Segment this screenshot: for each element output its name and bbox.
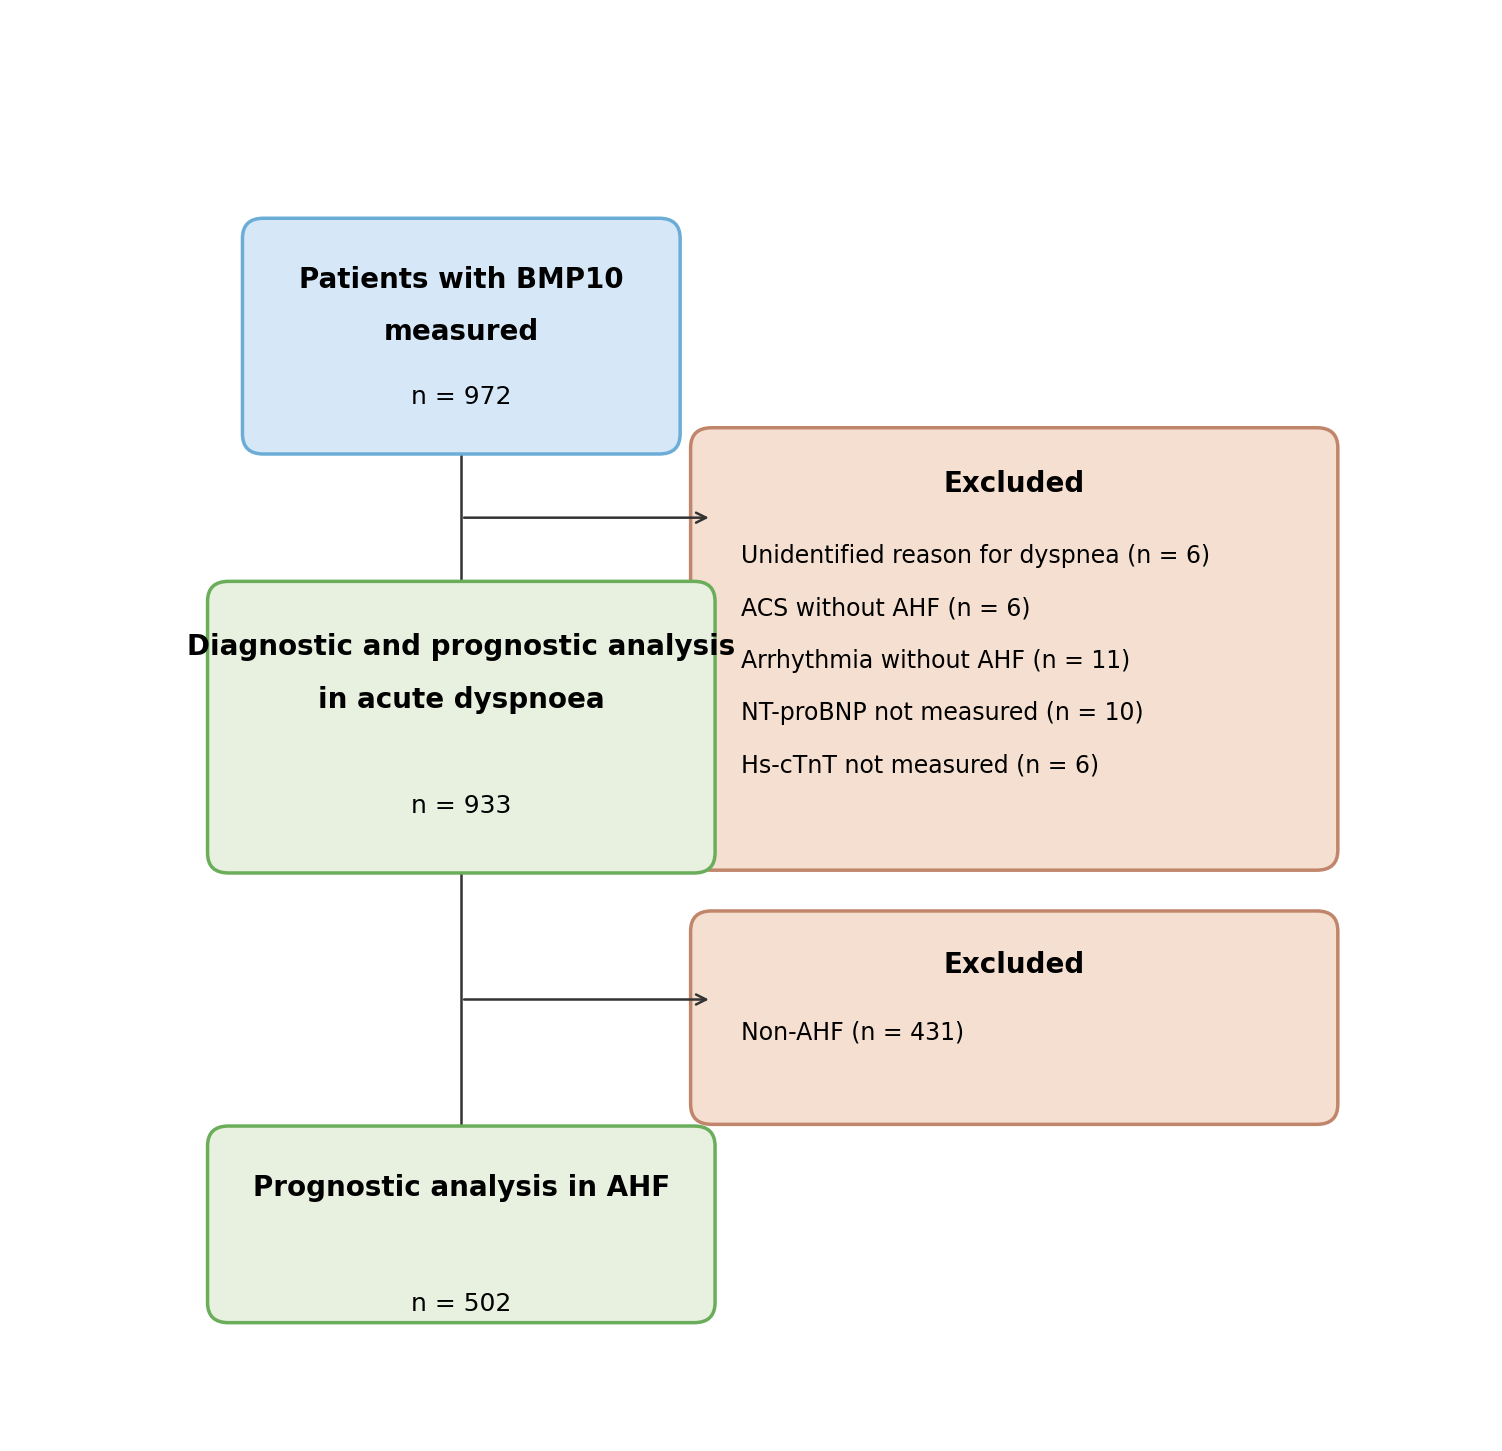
Text: Non-AHF (n = 431): Non-AHF (n = 431) (740, 1020, 964, 1045)
Text: Arrhythmia without AHF (n = 11): Arrhythmia without AHF (n = 11) (740, 649, 1130, 673)
Text: ACS without AHF (n = 6): ACS without AHF (n = 6) (740, 596, 1030, 620)
FancyBboxPatch shape (207, 582, 715, 874)
Text: Hs-cTnT not measured (n = 6): Hs-cTnT not measured (n = 6) (740, 753, 1099, 778)
Text: Prognostic analysis in AHF: Prognostic analysis in AHF (252, 1174, 670, 1201)
Text: in acute dyspnoea: in acute dyspnoea (318, 686, 605, 714)
Text: Excluded: Excluded (943, 952, 1084, 979)
FancyBboxPatch shape (207, 1126, 715, 1323)
FancyBboxPatch shape (691, 428, 1338, 871)
Text: Patients with BMP10: Patients with BMP10 (299, 267, 623, 295)
Text: n = 502: n = 502 (412, 1291, 512, 1316)
FancyBboxPatch shape (242, 218, 680, 454)
Text: Excluded: Excluded (943, 470, 1084, 498)
FancyBboxPatch shape (691, 911, 1338, 1125)
Text: NT-proBNP not measured (n = 10): NT-proBNP not measured (n = 10) (740, 701, 1143, 726)
Text: Diagnostic and prognostic analysis: Diagnostic and prognostic analysis (188, 633, 736, 660)
Text: Unidentified reason for dyspnea (n = 6): Unidentified reason for dyspnea (n = 6) (740, 544, 1209, 567)
Text: n = 972: n = 972 (412, 385, 512, 409)
Text: measured: measured (383, 318, 539, 345)
Text: n = 933: n = 933 (412, 794, 512, 818)
